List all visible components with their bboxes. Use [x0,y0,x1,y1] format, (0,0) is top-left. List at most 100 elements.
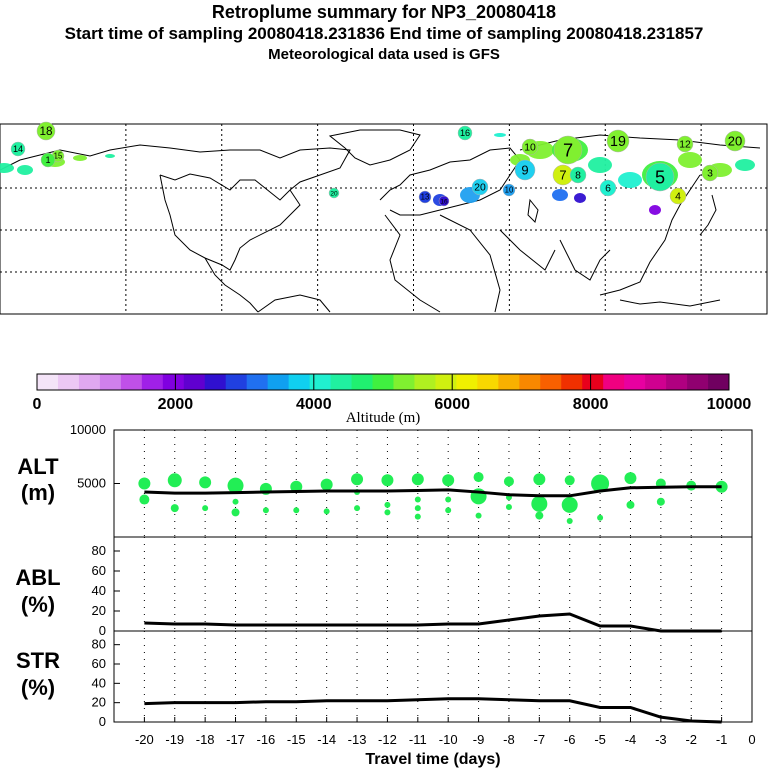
altitude-point [533,473,546,486]
panel-label-name: ALT [17,454,59,479]
colorbar-swatch [225,374,248,390]
colorbar-swatch [267,374,290,390]
map-marker [10,141,26,157]
y-tick-label: 10000 [70,422,106,437]
colorbar-tick-label: 10000 [707,396,752,413]
x-tick-label: -5 [594,732,606,747]
coast-central-america [204,257,259,313]
map-marker [457,125,473,141]
y-tick-label: 40 [92,675,106,690]
map-marker [599,179,617,197]
map-marker [438,195,450,207]
map-marker-label: 3 [707,169,713,180]
colorbar-swatch [561,374,583,390]
colorbar-swatch [624,374,646,390]
met-data-note: Meteorological data used is GFS [268,46,500,63]
altitude-point [351,473,364,486]
map-marker-label: 20 [474,183,486,194]
coast-south-america [257,294,331,313]
map-marker-label: 12 [679,140,691,151]
y-tick-label: 60 [92,656,106,671]
altitude-point [227,477,244,494]
altitude-point [320,478,333,491]
map-marker-label: 10 [505,186,514,195]
colorbar-swatch [162,374,185,390]
x-tick-label: -8 [503,732,515,747]
panel-alt: 5000 10000 ALT(m) [17,422,753,538]
map-marker-label: 14 [13,144,23,154]
altitude-point [381,474,394,487]
series-line [144,612,722,633]
altitude-point [167,473,182,488]
colorbar-swatch [393,374,415,390]
altitude-point [414,513,421,520]
panel-abl: 0 20 40 60 80 ABL(%) [15,536,753,638]
altitude-point [445,507,452,514]
map-marker [471,178,489,196]
altitude-point [656,497,665,506]
map-marker-label: 15 [54,152,63,161]
colorbar-swatch [603,374,625,390]
colorbar: 0 2000 4000 6000 8000 10000 Altitude (m) [33,373,752,426]
altitude-point [445,496,452,503]
map-marker-label: 1 [45,155,50,165]
x-tick-label: -3 [655,732,667,747]
map-markers: 18 14 15 1 16 19 12 20 10 7 9 7 8 6 54 3 20 10 13 16 20 [10,121,746,207]
colorbar-swatch [498,374,520,390]
plume-blob [649,205,661,215]
x-tick-label: -12 [378,732,397,747]
colorbar-swatch [414,374,436,390]
altitude-point [564,475,575,486]
x-tick-label: -7 [534,732,546,747]
time-series-panels: 500010000ALT(m)020406080ABL(%)020406080S… [15,422,755,768]
y-tick-label: 20 [92,695,106,710]
colorbar-swatch [120,374,143,390]
altitude-point [323,508,330,515]
panel-label-name: ABL [15,565,60,590]
altitude-point [531,495,548,512]
panel-frame [113,630,753,723]
x-tick-label: -1 [716,732,728,747]
map-marker-label: 10 [524,143,536,154]
map-marker [418,190,432,204]
x-tick-label: -13 [348,732,367,747]
map-marker [502,183,516,197]
colorbar-swatch [246,374,269,390]
colorbar-swatch [666,374,688,390]
map-marker-label: 18 [39,125,52,138]
map-marker [669,187,687,205]
x-tick-label: -19 [165,732,184,747]
altitude-point [262,507,269,514]
colorbar-tick-label: 8000 [573,396,609,413]
altitude-point [535,511,544,520]
map-marker-label: 6 [605,184,611,195]
colorbar-swatch [687,374,709,390]
coast-alaska-canada [0,144,351,201]
panel-label-unit: (m) [21,480,55,505]
altitude-point [232,498,239,505]
colorbar-swatch [351,374,373,390]
x-tick-label: -9 [473,732,485,747]
panel-frame [113,536,753,632]
y-tick-label: 80 [92,543,106,558]
altitude-point [138,477,151,490]
x-tick-label: -16 [257,732,276,747]
y-tick-label: 0 [99,714,106,729]
world-map: 18 14 15 1 16 19 12 20 10 7 9 7 8 6 54 3 20 10 13 16 20 [0,121,768,315]
altitude-point [475,512,482,519]
map-marker [724,130,746,152]
colorbar-swatch [78,374,101,390]
altitude-point [414,505,421,512]
altitude-point [505,504,512,511]
plume-blob [105,154,115,158]
map-marker [701,164,719,182]
x-tick-label: -14 [317,732,336,747]
colorbar-tick-label: 0 [33,396,42,413]
colorbar-swatch [372,374,394,390]
map-marker [328,187,340,199]
colorbar-swatch [99,374,122,390]
altitude-point [566,517,573,524]
plume-blob [552,189,568,201]
map-marker [606,129,630,153]
